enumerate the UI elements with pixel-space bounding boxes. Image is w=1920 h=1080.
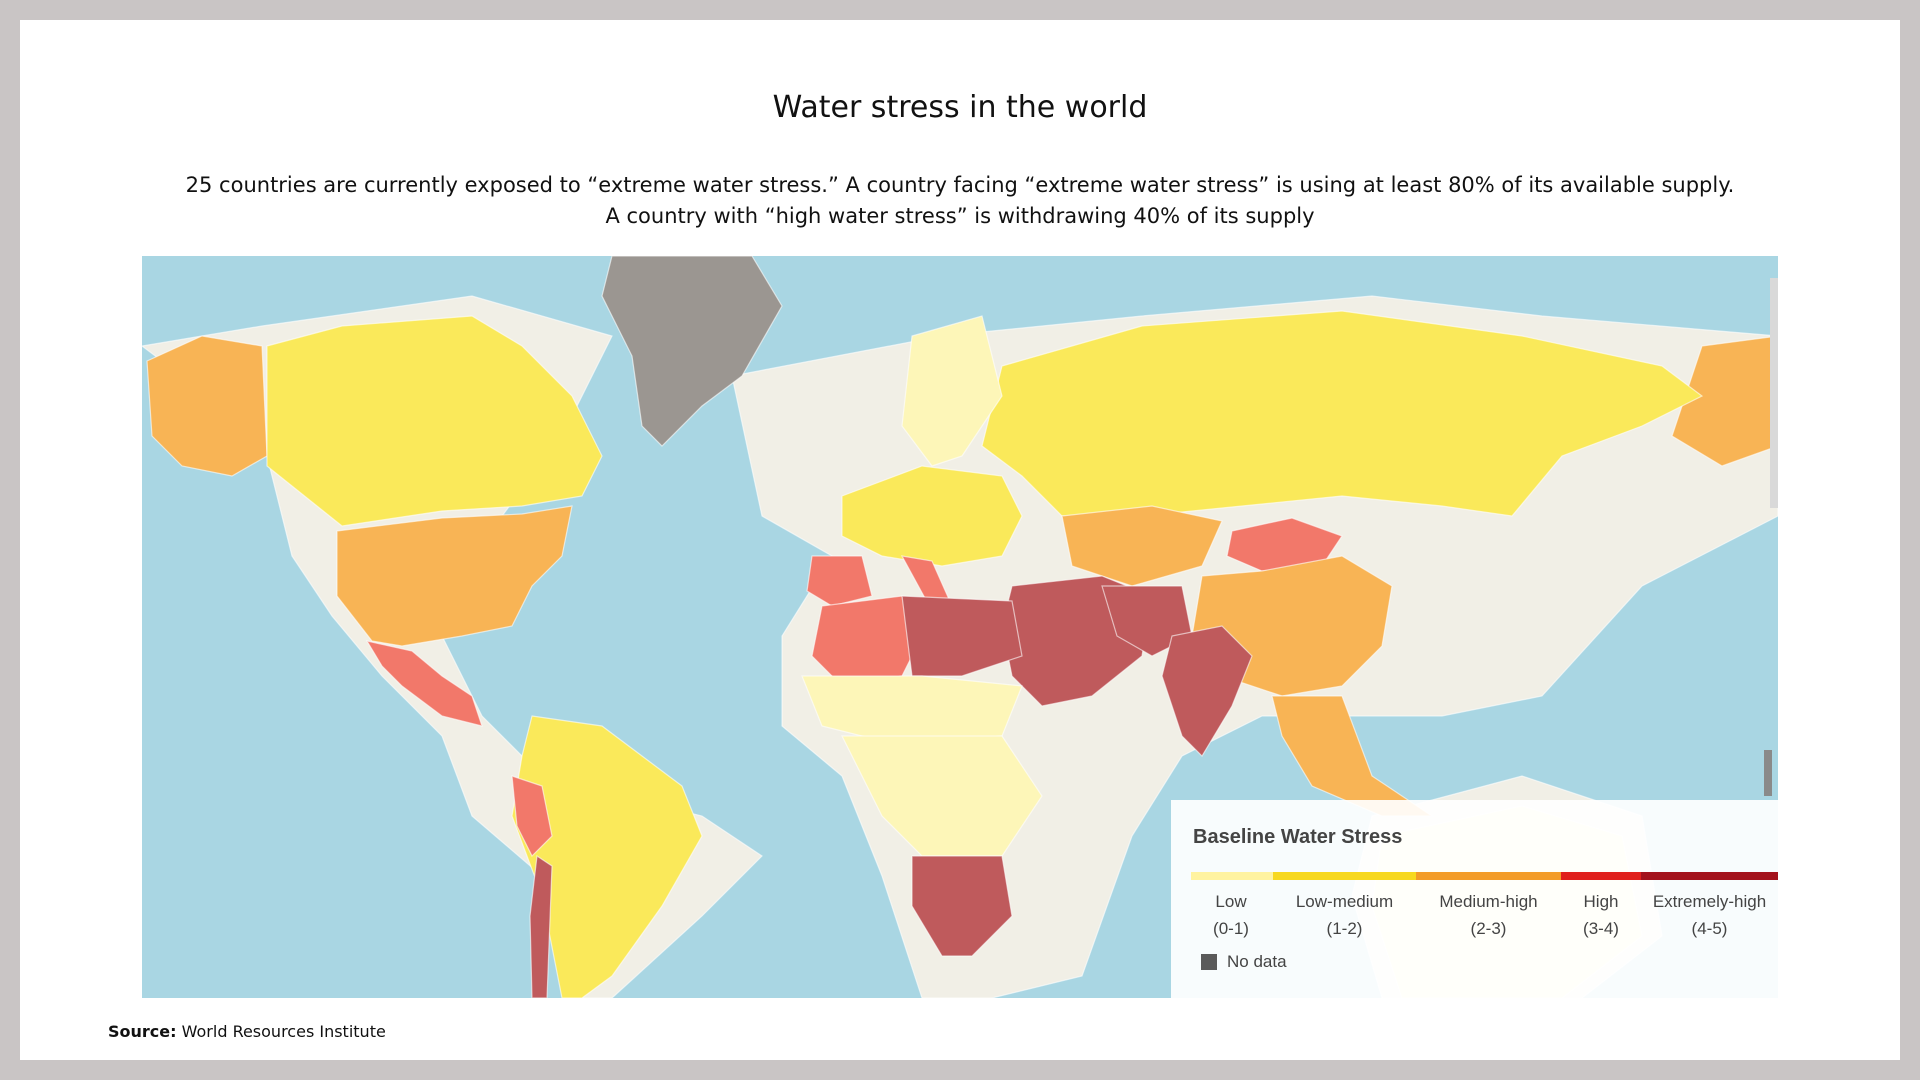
legend-swatch-high: [1561, 872, 1641, 880]
legend-label: Low-medium: [1295, 892, 1394, 911]
region-usa: [336, 505, 573, 647]
map-scrollbar-thumb[interactable]: [1764, 750, 1772, 796]
region-greenland: [601, 256, 783, 447]
page-title: Water stress in the world: [772, 90, 1148, 125]
region-iberia: [806, 555, 873, 607]
region-north-africa-east: [901, 595, 1023, 677]
map-scrollbar-top[interactable]: [1770, 278, 1778, 508]
legend-item-low-medium: Low-medium (1-2): [1273, 888, 1416, 942]
legend-no-data: No data: [1201, 952, 1287, 972]
legend-swatch-extremely-high: [1641, 872, 1778, 880]
region-alaska-east: [1671, 335, 1778, 467]
legend-item-medium-high: Medium-high (2-3): [1416, 888, 1561, 942]
legend-label: Medium-high: [1439, 892, 1538, 911]
legend-swatch-low-medium: [1273, 872, 1416, 880]
subtitle: 25 countries are currently exposed to “e…: [20, 170, 1900, 232]
legend-range: (2-3): [1470, 919, 1507, 938]
legend-title: Baseline Water Stress: [1193, 826, 1403, 848]
legend: Baseline Water Stress Low (0-1) Low-medi…: [1171, 800, 1778, 998]
legend-color-bar: [1191, 872, 1778, 880]
legend-item-extremely-high: Extremely-high (4-5): [1641, 888, 1778, 942]
subtitle-line-2: A country with “high water stress” is wi…: [605, 204, 1315, 228]
source-text: World Resources Institute: [181, 1022, 386, 1041]
region-canada: [266, 315, 603, 527]
legend-label: Extremely-high: [1652, 892, 1767, 911]
legend-range: (1-2): [1326, 919, 1363, 938]
legend-labels: Low (0-1) Low-medium (1-2) Medium-high (…: [1191, 888, 1791, 948]
legend-item-high: High (3-4): [1561, 888, 1641, 942]
region-india: [1161, 625, 1253, 757]
region-russia: [981, 310, 1704, 517]
region-europe: [841, 465, 1023, 567]
legend-swatch-medium-high: [1416, 872, 1561, 880]
legend-item-low: Low (0-1): [1191, 888, 1271, 942]
region-alaska: [146, 335, 268, 477]
legend-label: High: [1583, 892, 1619, 911]
region-southern-africa: [911, 855, 1013, 957]
region-kazakhstan: [1061, 505, 1223, 587]
legend-swatch-low: [1191, 872, 1273, 880]
region-mexico: [365, 640, 483, 727]
source-label: Source:: [108, 1022, 177, 1041]
legend-range: (0-1): [1213, 919, 1249, 938]
legend-label: Low: [1215, 892, 1247, 911]
source-credit: Source: World Resources Institute: [108, 1022, 386, 1041]
no-data-swatch: [1201, 954, 1217, 970]
region-chile: [529, 854, 553, 998]
subtitle-line-1: 25 countries are currently exposed to “e…: [185, 173, 1735, 197]
legend-range: (3-4): [1583, 919, 1619, 938]
no-data-label: No data: [1227, 952, 1287, 971]
region-scandinavia: [901, 315, 1003, 467]
legend-range: (4-5): [1691, 919, 1728, 938]
region-peru: [511, 775, 553, 858]
region-south-america: [511, 715, 703, 998]
